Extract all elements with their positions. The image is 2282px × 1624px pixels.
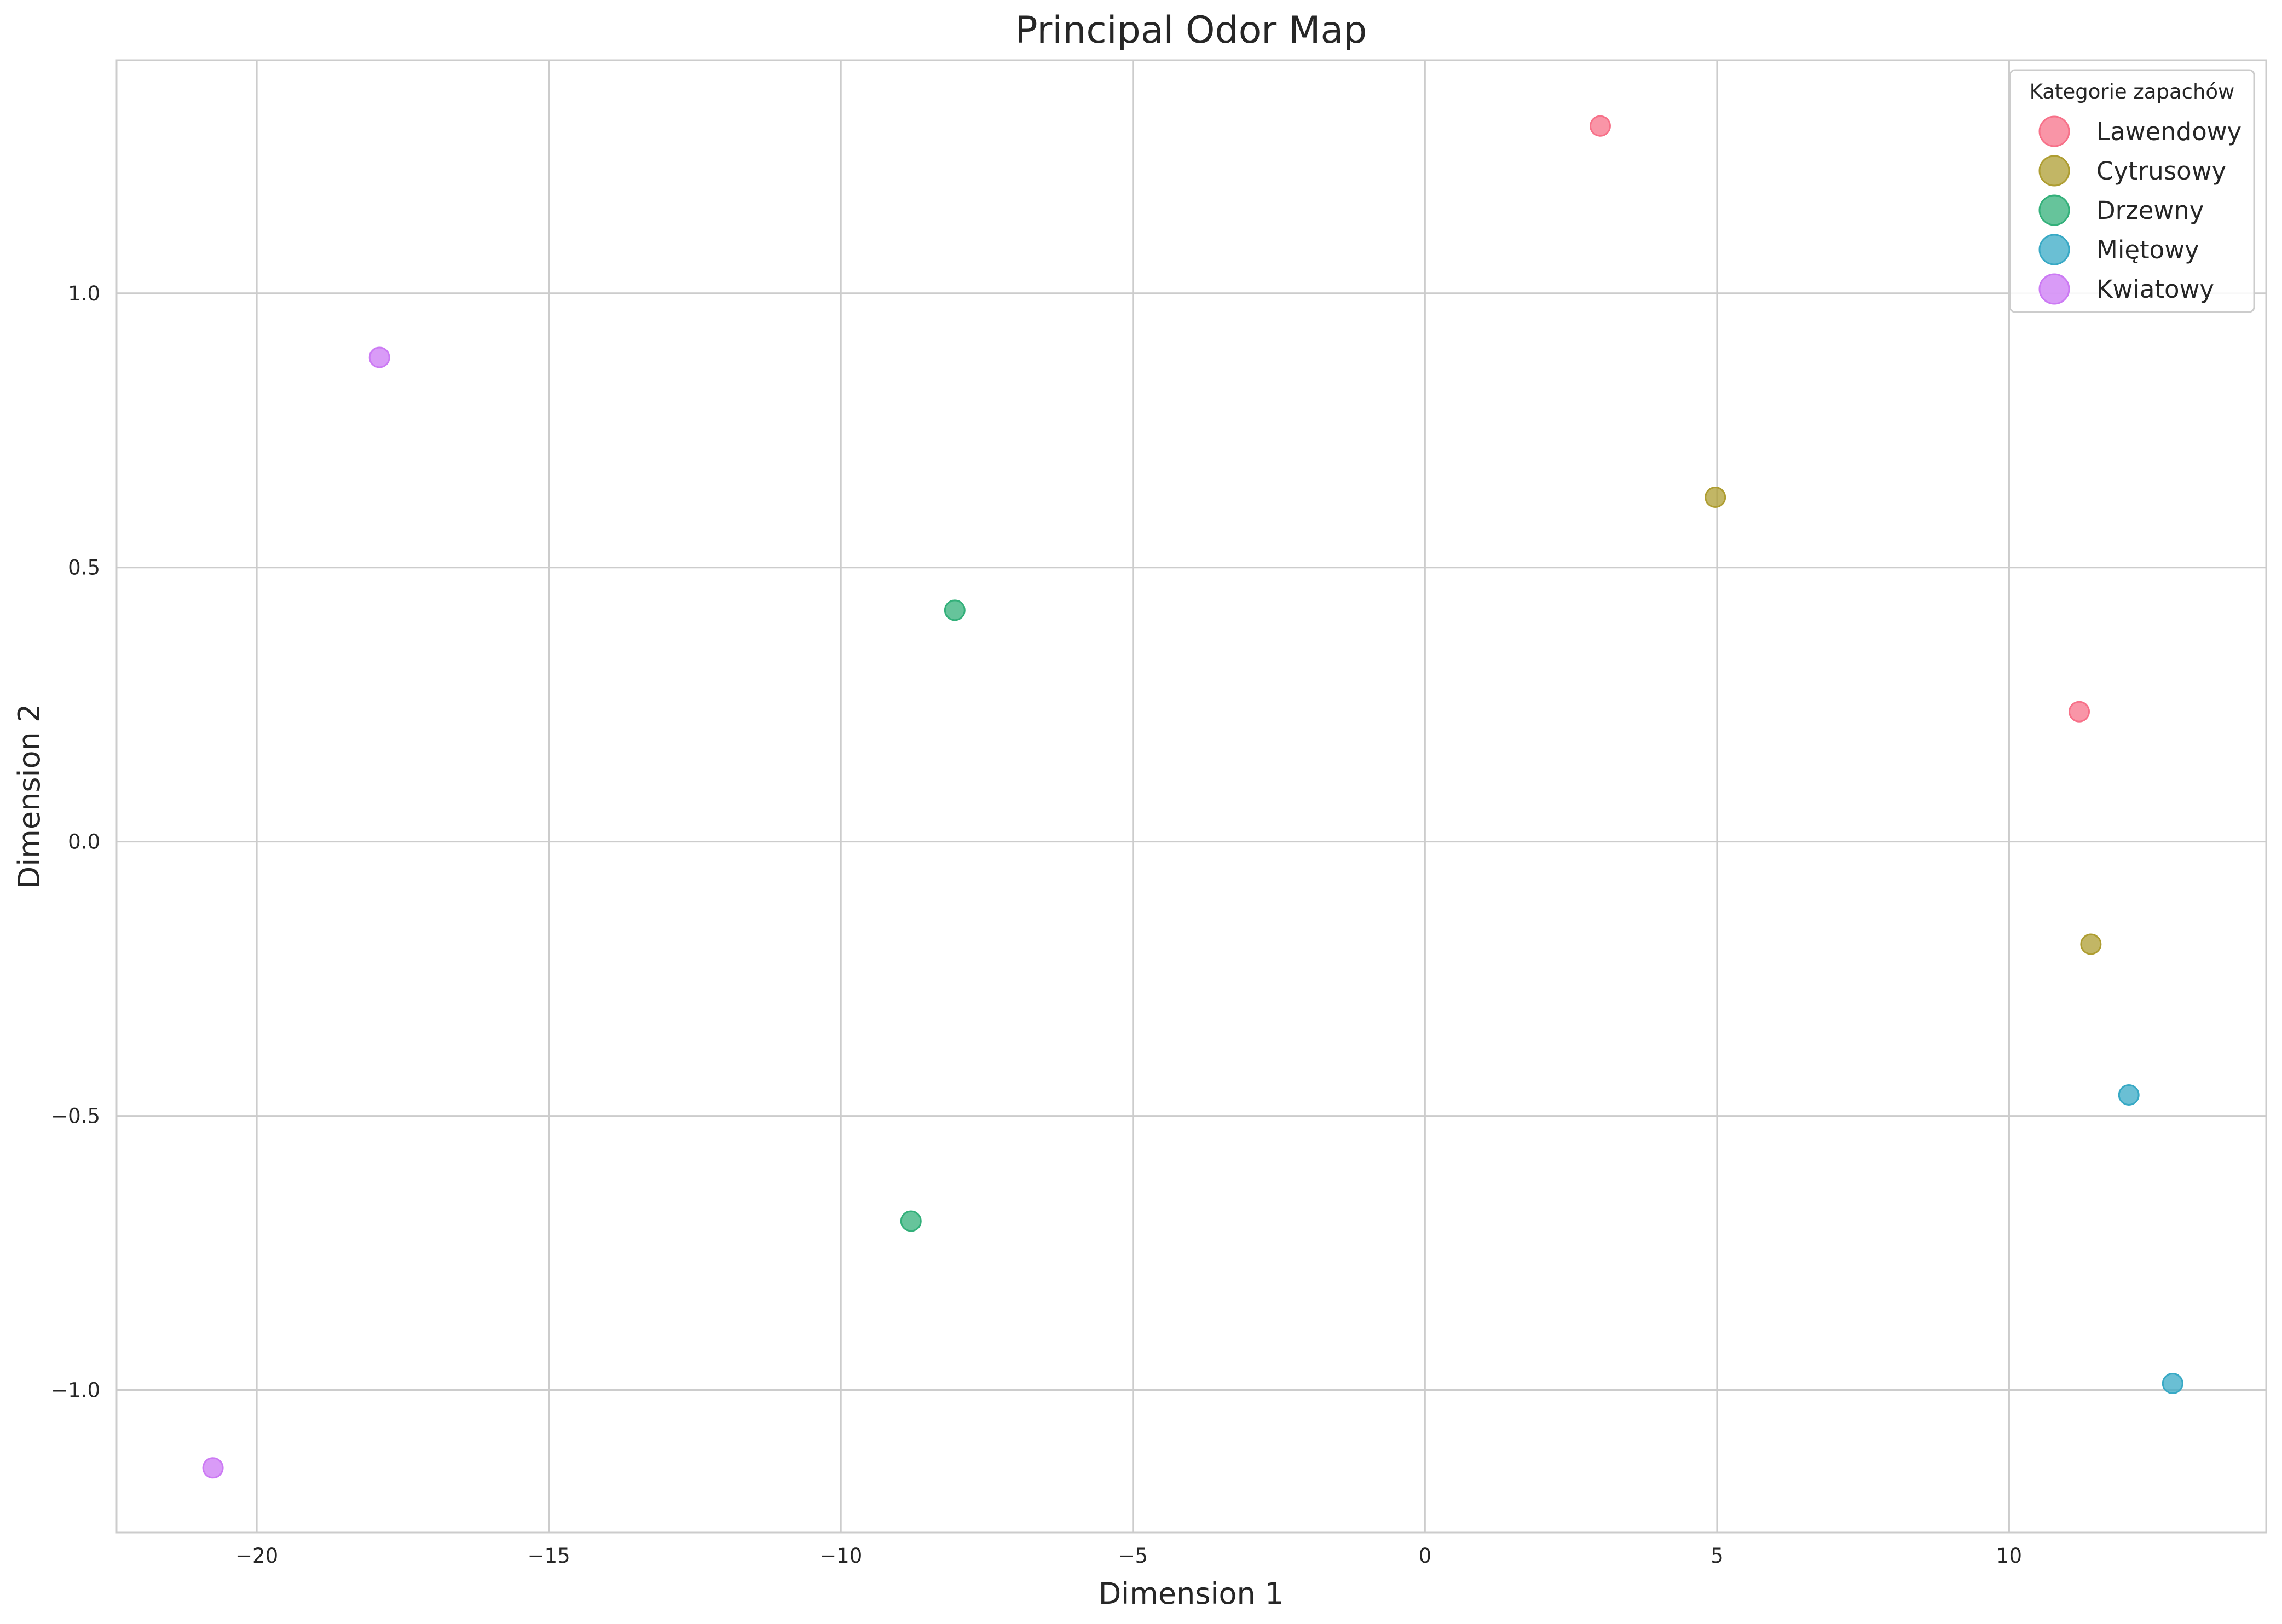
legend-marker [2038, 155, 2070, 187]
legend-label: Kwiatowy [2096, 275, 2214, 304]
data-point-5 [202, 1457, 224, 1479]
x-tick-labels: −20 −15 −10 −5 0 5 10 [235, 1544, 2022, 1568]
chart-title: Principal Odor Map [1015, 9, 1367, 52]
y-tick-labels: −1.0 −0.5 0.0 0.5 1.0 [51, 282, 100, 1402]
y-axis-label: Dimension 2 [12, 704, 47, 889]
legend-marker [2038, 115, 2070, 147]
legend-marker [2038, 194, 2070, 226]
x-tick-label: 10 [1996, 1544, 2022, 1568]
legend-label: Drzewny [2096, 196, 2204, 225]
x-tick-label: −15 [528, 1544, 570, 1568]
y-tick-label: 0.5 [68, 556, 100, 580]
y-tick-label: 0.0 [68, 830, 100, 854]
data-point-4 [2118, 1084, 2140, 1106]
plot-area-frame [115, 59, 2267, 1534]
legend-items: Lawendowy Cytrusowy Drzewny Miętowy Kwiatowy [2038, 115, 2241, 305]
x-tick-label: 5 [1711, 1544, 1724, 1568]
legend-label: Lawendowy [2096, 117, 2241, 146]
legend-label: Cytrusowy [2096, 157, 2226, 186]
legend-box [2009, 69, 2255, 313]
data-point-5 [368, 346, 390, 368]
grid-lines [117, 60, 2266, 1533]
data-point-2 [2080, 933, 2102, 955]
data-point-4 [2162, 1372, 2183, 1394]
data-point-3 [900, 1210, 922, 1232]
x-tick-label: −5 [1118, 1544, 1148, 1568]
y-tick-label: 1.0 [68, 282, 100, 305]
legend-marker [2038, 273, 2070, 305]
data-point-2 [1705, 486, 1726, 508]
legend: Kategorie zapachów Lawendowy Cytrusowy Drz… [2009, 69, 2255, 313]
y-tick-label: −0.5 [51, 1105, 100, 1128]
data-point-1 [1589, 115, 1611, 137]
legend-title: Kategorie zapachów [2030, 80, 2235, 103]
data-point-1 [2069, 701, 2090, 723]
data-point-3 [944, 599, 966, 621]
y-tick-label: −1.0 [51, 1379, 100, 1402]
legend-label: Miętowy [2096, 235, 2199, 264]
x-tick-label: −20 [235, 1544, 278, 1568]
x-axis-label: Dimension 1 [1099, 1576, 1284, 1611]
data-points [202, 115, 2183, 1479]
x-tick-label: −10 [819, 1544, 862, 1568]
legend-marker [2038, 234, 2070, 265]
x-tick-label: 0 [1419, 1544, 1432, 1568]
